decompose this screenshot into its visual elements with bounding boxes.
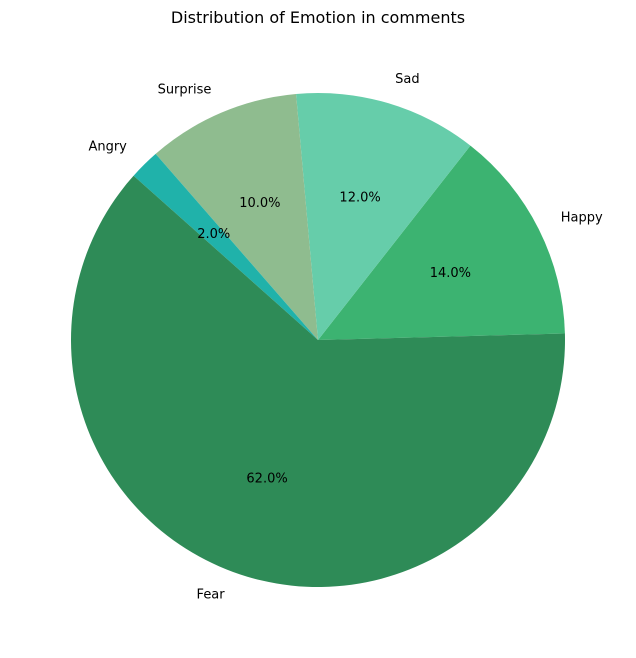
slice-percent-happy: 14.0% <box>430 266 471 281</box>
slice-label-angry: Angry <box>88 139 127 154</box>
pie-slice-happy <box>318 145 565 340</box>
chart-title: Distribution of Emotion in comments <box>171 8 465 27</box>
slice-percent-sad: 12.0% <box>339 190 380 205</box>
slice-label-happy: Happy <box>561 210 603 225</box>
pie-slice-fear <box>70 175 565 588</box>
slice-percent-angry: 2.0% <box>197 227 230 242</box>
pie-slice-sad <box>296 92 471 340</box>
slice-label-fear: Fear <box>197 588 226 603</box>
slice-label-surprise: Surprise <box>158 83 212 98</box>
pie-slices <box>70 92 565 588</box>
slice-label-sad: Sad <box>395 72 419 87</box>
slice-percent-fear: 62.0% <box>246 472 287 487</box>
pie-slice-angry <box>133 153 318 340</box>
pie-labels: Happy 14.0% Sad 12.0% Surprise 10.0% Angry 2.0%… <box>88 72 603 603</box>
slice-percent-surprise: 10.0% <box>239 196 280 211</box>
pie-slice-surprise <box>155 93 318 340</box>
